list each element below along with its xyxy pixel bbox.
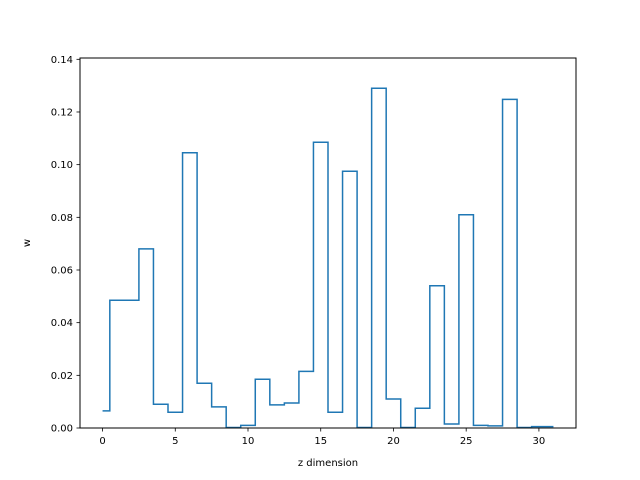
y-tick-label: 0.00 — [51, 424, 73, 435]
y-tick-label: 0.10 — [51, 160, 73, 171]
y-tick-label: 0.14 — [51, 55, 73, 66]
series-layer — [102, 87, 554, 429]
x-tick-label: 15 — [314, 436, 327, 447]
x-tick-label: 0 — [99, 436, 105, 447]
y-tick-label: 0.08 — [51, 213, 73, 224]
plot-frame — [79, 57, 577, 429]
y-tick-label: 0.02 — [51, 371, 73, 382]
series-line — [102, 87, 554, 429]
y-axis-ticks: 0.00 0.02 0.04 0.06 0.08 0.10 0.12 0.14 — [51, 55, 80, 435]
x-axis-label: z dimension — [298, 458, 358, 469]
x-tick-label: 20 — [387, 436, 400, 447]
x-axis-ticks: 0 5 10 15 20 25 30 — [99, 428, 545, 447]
y-tick-label: 0.06 — [51, 265, 73, 276]
x-tick-label: 5 — [172, 436, 178, 447]
y-axis-label: w — [22, 239, 33, 247]
x-tick-label: 25 — [460, 436, 473, 447]
y-tick-label: 0.12 — [51, 107, 73, 118]
x-tick-label: 10 — [242, 436, 255, 447]
y-tick-label: 0.04 — [51, 318, 73, 329]
x-tick-label: 30 — [533, 436, 546, 447]
